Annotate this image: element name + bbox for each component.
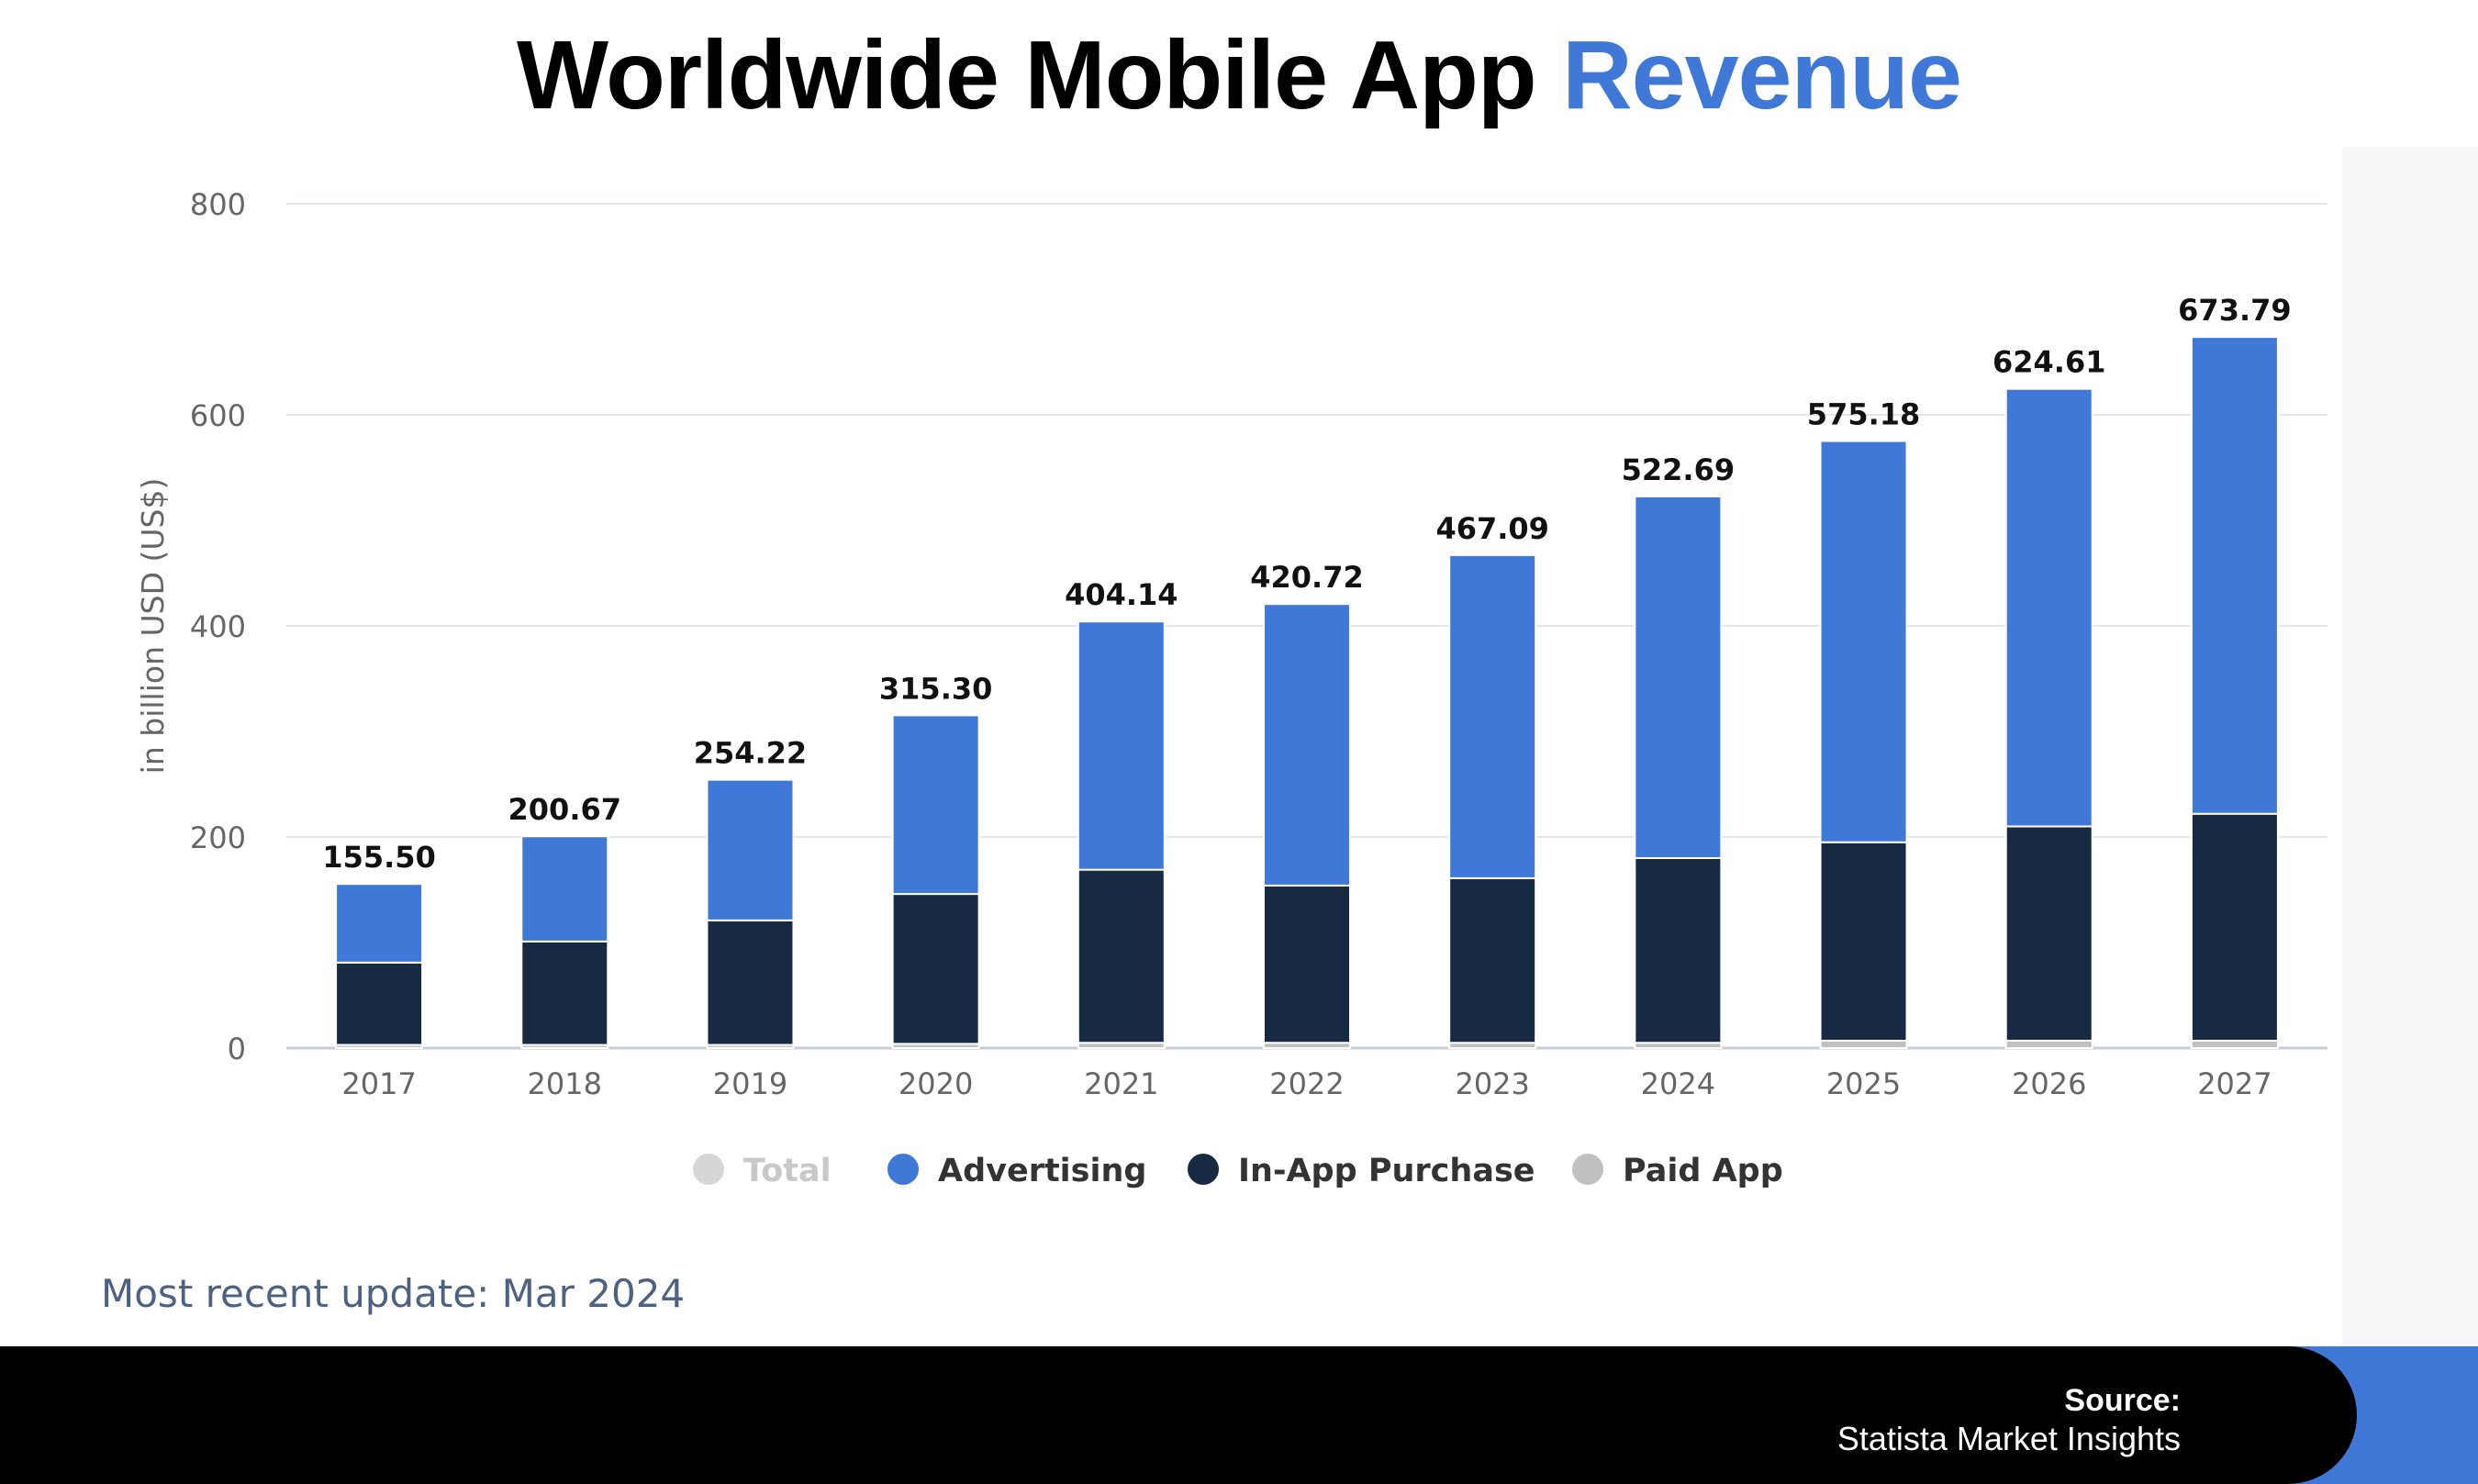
bar-advertising-2017 — [335, 883, 424, 964]
title-main: Worldwide Mobile App — [517, 21, 1537, 129]
bar-in-app-purchase-2020 — [891, 893, 980, 1045]
source-value: Statista Market Insights — [1836, 1420, 2181, 1457]
bar-in-app-purchase-2022 — [1263, 884, 1351, 1044]
bar-paid-app-2026 — [2004, 1039, 2093, 1050]
footer-band: Source: Statista Market Insights — [0, 1346, 2357, 1484]
x-tick-label-2026: 2026 — [2012, 1066, 2086, 1101]
bar-in-app-purchase-2027 — [2190, 812, 2279, 1042]
y-tick-label: 600 — [190, 398, 246, 433]
x-tick-label-2021: 2021 — [1084, 1066, 1158, 1101]
bar-advertising-2019 — [706, 778, 795, 921]
bar-in-app-purchase-2025 — [1819, 841, 1908, 1042]
total-label-2025: 575.18 — [1807, 397, 1920, 432]
bar-advertising-2024 — [1634, 495, 1723, 859]
total-label-2020: 315.30 — [879, 671, 992, 706]
x-tick-label-2025: 2025 — [1826, 1066, 1901, 1101]
x-tick-label-2023: 2023 — [1455, 1066, 1529, 1101]
bar-in-app-purchase-2019 — [706, 919, 795, 1046]
legend-swatch-paid-app — [1572, 1154, 1603, 1185]
total-label-2022: 420.72 — [1250, 560, 1363, 595]
legend-swatch-in-app-purchase — [1188, 1154, 1219, 1185]
bar-in-app-purchase-2017 — [335, 961, 424, 1046]
x-tick-label-2017: 2017 — [341, 1066, 416, 1101]
x-tick-label-2020: 2020 — [899, 1066, 973, 1101]
bar-in-app-purchase-2021 — [1077, 868, 1166, 1044]
y-tick-label: 800 — [190, 187, 246, 222]
right-margin-strip — [2342, 147, 2478, 1347]
bar-advertising-2025 — [1819, 440, 1908, 843]
chart-panel: 0 200 400 600 800 in billion USD (US$) 155.50 2… — [0, 147, 2342, 1347]
y-tick-label: 400 — [190, 609, 246, 644]
x-tick-label-2024: 2024 — [1641, 1066, 1715, 1101]
bar-advertising-2026 — [2004, 387, 2093, 828]
legend-label-in-app-purchase: In-App Purchase — [1238, 1153, 1535, 1189]
footer: Source: Statista Market Insights — [0, 1346, 2478, 1484]
bar-in-app-purchase-2018 — [520, 940, 609, 1046]
source-label: Source: — [2064, 1383, 2181, 1418]
total-label-2023: 467.09 — [1435, 511, 1548, 546]
legend-label-paid-app: Paid App — [1623, 1153, 1783, 1189]
legend-label-total: Total — [743, 1153, 832, 1189]
bar-advertising-2027 — [2190, 336, 2279, 815]
total-label-2027: 673.79 — [2178, 293, 2291, 328]
total-label-2024: 522.69 — [1622, 452, 1735, 487]
total-label-2018: 200.67 — [508, 792, 621, 827]
x-tick-label-2019: 2019 — [713, 1066, 787, 1101]
total-label-2021: 404.14 — [1065, 577, 1178, 612]
legend-label-advertising: Advertising — [938, 1153, 1146, 1189]
bar-in-app-purchase-2026 — [2004, 825, 2093, 1042]
bar-paid-app-2025 — [1819, 1039, 1908, 1050]
legend-swatch-total — [693, 1154, 724, 1185]
bar-advertising-2022 — [1263, 603, 1351, 887]
bar-advertising-2018 — [520, 835, 609, 943]
bar-in-app-purchase-2024 — [1634, 857, 1723, 1044]
bar-in-app-purchase-2023 — [1448, 876, 1537, 1044]
bar-paid-app-2027 — [2190, 1039, 2279, 1050]
total-label-2026: 624.61 — [1992, 345, 2105, 380]
x-tick-label-2022: 2022 — [1269, 1066, 1344, 1101]
y-tick-label: 0 — [228, 1032, 246, 1066]
chart-title: Worldwide Mobile App Revenue — [0, 20, 2478, 131]
y-axis-title: in billion USD (US$) — [135, 478, 171, 775]
title-accent: Revenue — [1562, 21, 1962, 129]
update-note: Most recent update: Mar 2024 — [101, 1271, 686, 1316]
y-tick-label: 200 — [190, 820, 246, 855]
total-label-2019: 254.22 — [694, 736, 807, 771]
bar-advertising-2023 — [1448, 553, 1537, 879]
legend-swatch-advertising — [887, 1154, 919, 1185]
bar-advertising-2020 — [891, 714, 980, 896]
x-tick-label-2027: 2027 — [2197, 1066, 2272, 1101]
x-tick-label-2018: 2018 — [528, 1066, 602, 1101]
bar-advertising-2021 — [1077, 620, 1166, 871]
total-label-2017: 155.50 — [322, 840, 435, 875]
stacked-bar-chart: 0 200 400 600 800 in billion USD (US$) 155.50 2… — [135, 187, 2327, 1189]
